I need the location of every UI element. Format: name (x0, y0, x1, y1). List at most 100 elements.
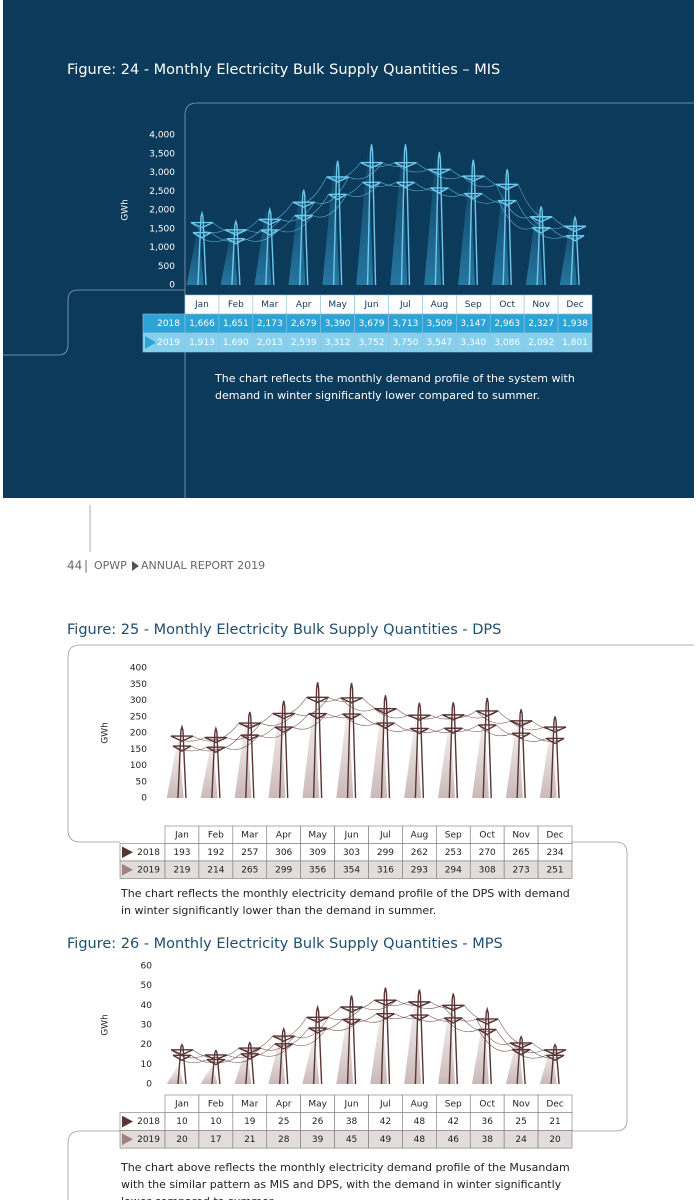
x-tick-label: Aug (431, 300, 449, 310)
glow-spike (438, 1001, 455, 1084)
pylon (306, 682, 329, 799)
wire (340, 697, 375, 712)
wire (396, 182, 431, 192)
data-label: 25 (278, 1117, 289, 1127)
wire (308, 1019, 343, 1031)
data-label: 36 (481, 1117, 493, 1127)
wire (394, 722, 429, 732)
data-label: 234 (546, 848, 563, 858)
data-label: 356 (309, 865, 326, 875)
data-label: 2,539 (291, 338, 317, 348)
wire (464, 710, 499, 719)
wire (190, 745, 226, 752)
data-label: 293 (411, 865, 428, 875)
x-tick-label: May (308, 830, 327, 840)
y-tick-label: 4,000 (149, 131, 175, 141)
y-tick-label: 300 (130, 696, 147, 706)
y-tick-label: 30 (141, 1021, 153, 1031)
pylon-body (462, 159, 485, 286)
wire (511, 1049, 547, 1059)
x-tick-label: May (308, 1099, 327, 1109)
glow-spike (166, 1064, 184, 1084)
data-label: 49 (380, 1135, 392, 1145)
wire (362, 999, 397, 1011)
glow-spike (539, 721, 557, 798)
glow-spike (200, 1064, 218, 1084)
wire (328, 697, 363, 703)
wire (462, 1017, 497, 1033)
publisher: OPWP (94, 559, 127, 572)
pylon (306, 1004, 329, 1085)
pylon-body (292, 189, 315, 286)
wire (430, 187, 465, 197)
pylon-body (394, 144, 417, 286)
wire (410, 727, 445, 733)
glow-spike (268, 1034, 286, 1084)
wire (362, 182, 397, 187)
wire (428, 727, 463, 733)
wire (306, 1006, 341, 1020)
y-tick-label: 500 (158, 262, 175, 272)
pylon-body (340, 995, 363, 1085)
wire (396, 708, 431, 719)
wire (238, 713, 273, 726)
caption: The chart above reflects the monthly ele… (121, 1161, 570, 1200)
wire (529, 1049, 565, 1059)
wire (430, 1001, 465, 1009)
wire (394, 162, 429, 173)
report-name: ANNUAL REPORT 2019 (141, 559, 265, 572)
x-tick-label: Dec (566, 300, 583, 310)
data-label: 3,340 (460, 338, 486, 348)
legend-label: 2019 (137, 1135, 160, 1145)
wire (328, 1006, 363, 1020)
wire (258, 1043, 293, 1057)
wire (226, 722, 262, 740)
wire (238, 1035, 273, 1051)
wire (192, 232, 228, 242)
frame-line (3, 289, 185, 356)
data-label: 42 (448, 1117, 459, 1127)
x-tick-label: Feb (228, 300, 244, 310)
pylon-body (475, 697, 499, 799)
wire (292, 176, 327, 204)
wire (428, 169, 463, 180)
wire (326, 713, 361, 719)
y-tick-label: 350 (130, 680, 147, 690)
pylon (170, 1043, 194, 1085)
pylon (190, 210, 214, 286)
data-label: 309 (309, 848, 326, 858)
wire (260, 215, 295, 233)
pylon (360, 144, 383, 286)
pylon (442, 702, 465, 799)
chart-title: Figure: 26 - Monthly Electricity Bulk Su… (67, 936, 503, 952)
x-tick-label: Jan (174, 1099, 189, 1109)
pylon-body (543, 1043, 567, 1085)
y-tick-label: 3,500 (149, 149, 175, 159)
wire (314, 176, 349, 204)
pylon-body (258, 206, 282, 286)
legend-label: 2018 (137, 1117, 160, 1127)
glow-spike (404, 712, 422, 798)
wire (414, 182, 449, 192)
pylon (475, 1006, 499, 1085)
pylon (374, 987, 397, 1085)
wire (274, 1027, 309, 1047)
wire (444, 724, 479, 732)
data-label: 20 (176, 1135, 188, 1145)
data-label: 2,327 (528, 319, 554, 329)
data-label: 354 (343, 865, 360, 875)
glow-spike (471, 1013, 489, 1084)
pylon-body (442, 702, 465, 799)
data-label: 308 (479, 865, 496, 875)
wire (531, 720, 567, 731)
table-cell (557, 332, 593, 353)
pylon (563, 214, 587, 286)
wire (190, 222, 226, 233)
pylon (258, 206, 282, 286)
x-tick-label: Apr (276, 1099, 292, 1109)
y-tick-label: 150 (130, 745, 147, 755)
wire (244, 229, 280, 242)
data-label: 3,147 (460, 319, 486, 329)
x-tick-label: Jul (399, 300, 411, 310)
